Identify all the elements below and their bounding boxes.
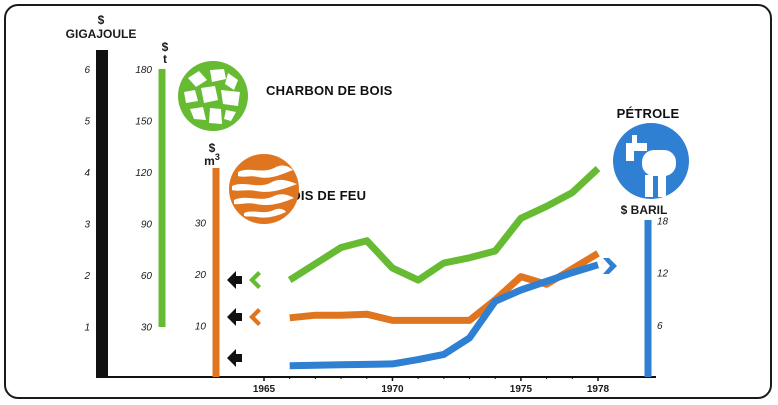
arrow-left-icon (249, 271, 261, 289)
baril-tick-label: 18 (657, 216, 669, 227)
tonne-unit-symbol: $ (162, 40, 169, 54)
gigajoule-unit-label: GIGAJOULE (66, 27, 137, 41)
charbon-label: CHARBON DE BOIS (266, 83, 393, 98)
arrow-left-icon (227, 271, 242, 289)
tonne-tick-label: 180 (135, 65, 152, 76)
x-tick-label: 1970 (381, 384, 404, 395)
gigajoule-tick-label: 6 (84, 65, 90, 76)
petrole-label: PÉTROLE (617, 106, 680, 121)
m3-tick-label: 20 (194, 270, 207, 281)
oil-tap-icon (613, 123, 689, 199)
gigajoule-tick-label: 4 (84, 168, 90, 179)
tonne-tick-label: 30 (141, 323, 153, 334)
arrow-left-icon (249, 308, 261, 326)
m3-tick-label: 30 (195, 219, 207, 230)
arrow-right-icon (603, 258, 617, 274)
baril-tick-label: 12 (657, 269, 669, 280)
series-line-3 (289, 261, 600, 370)
charcoal-icon (178, 61, 248, 131)
tonne-tick-label: 120 (135, 168, 152, 179)
baril-axis-bar (644, 220, 652, 377)
gigajoule-tick-label: 3 (84, 220, 90, 231)
m3-unit-label: m3 (204, 152, 220, 168)
gigajoule-unit-symbol: $ (98, 13, 105, 27)
tonne-tick-label: 60 (141, 271, 153, 282)
x-tick-label: 1975 (510, 384, 533, 395)
tonne-tick-label: 90 (141, 220, 153, 231)
firewood-icon (229, 154, 299, 224)
gigajoule-tick-label: 1 (84, 323, 90, 334)
x-tick-label: 1965 (253, 384, 276, 395)
arrow-left-icon (227, 349, 242, 367)
series-line-1 (287, 166, 601, 284)
m3-axis-bar (212, 168, 220, 377)
chart-frame (4, 4, 772, 399)
baril-unit-label: $ BARIL (621, 203, 668, 217)
gigajoule-tick-label: 5 (84, 117, 90, 128)
gigajoule-tick-label: 2 (83, 271, 90, 282)
m3-unit-symbol: $ (209, 141, 216, 155)
m3-tick-label: 10 (195, 322, 207, 333)
tonne-tick-label: 150 (135, 117, 152, 128)
baril-tick-label: 6 (657, 321, 663, 332)
tonne-axis-bar (158, 69, 166, 327)
tonne-unit-label: t (163, 52, 167, 66)
gigajoule-axis-bar (96, 50, 108, 377)
arrow-left-icon (227, 308, 242, 326)
bois-label: BOIS DE FEU (281, 188, 366, 203)
x-tick-label: 1978 (587, 384, 610, 395)
